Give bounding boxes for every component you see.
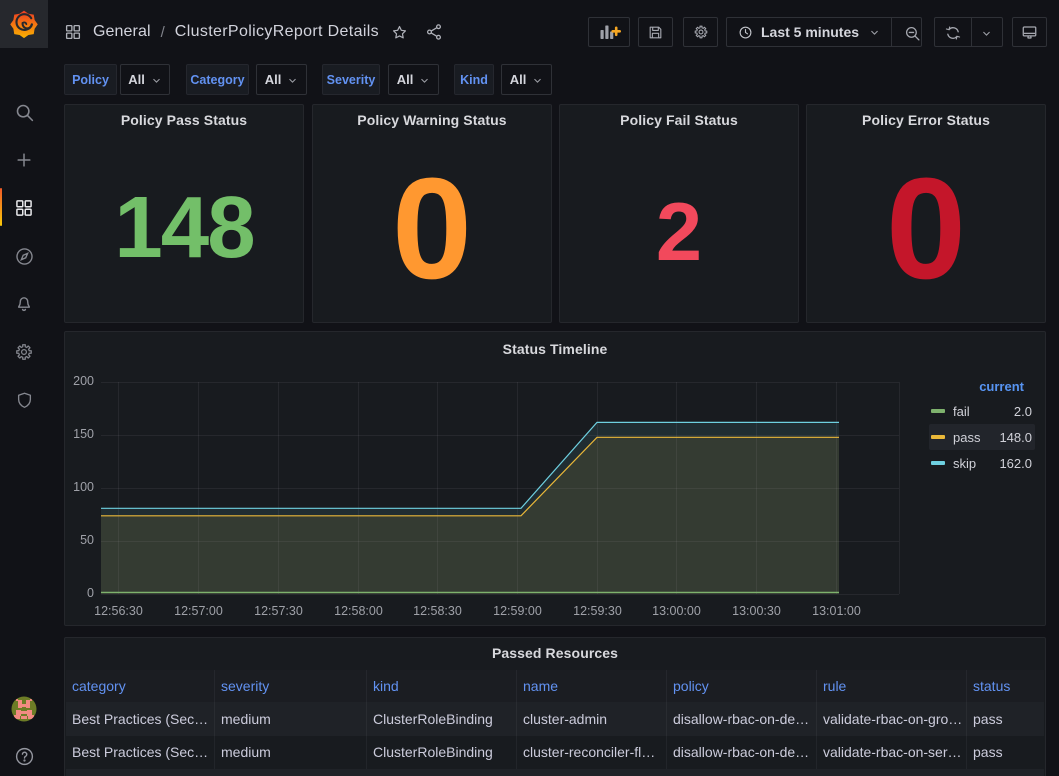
svg-text:200: 200: [73, 374, 94, 388]
svg-text:50: 50: [80, 533, 94, 547]
svg-text:12:56:30: 12:56:30: [94, 604, 143, 618]
svg-text:13:00:00: 13:00:00: [652, 604, 701, 618]
svg-text:12:57:30: 12:57:30: [254, 604, 303, 618]
svg-text:12:58:00: 12:58:00: [334, 604, 383, 618]
svg-text:100: 100: [73, 480, 94, 494]
svg-text:150: 150: [73, 427, 94, 441]
svg-text:13:00:30: 13:00:30: [732, 604, 781, 618]
svg-text:12:57:00: 12:57:00: [174, 604, 223, 618]
svg-text:12:58:30: 12:58:30: [413, 604, 462, 618]
svg-text:12:59:30: 12:59:30: [573, 604, 622, 618]
svg-text:13:01:00: 13:01:00: [812, 604, 861, 618]
svg-text:12:59:00: 12:59:00: [493, 604, 542, 618]
svg-text:0: 0: [87, 586, 94, 600]
